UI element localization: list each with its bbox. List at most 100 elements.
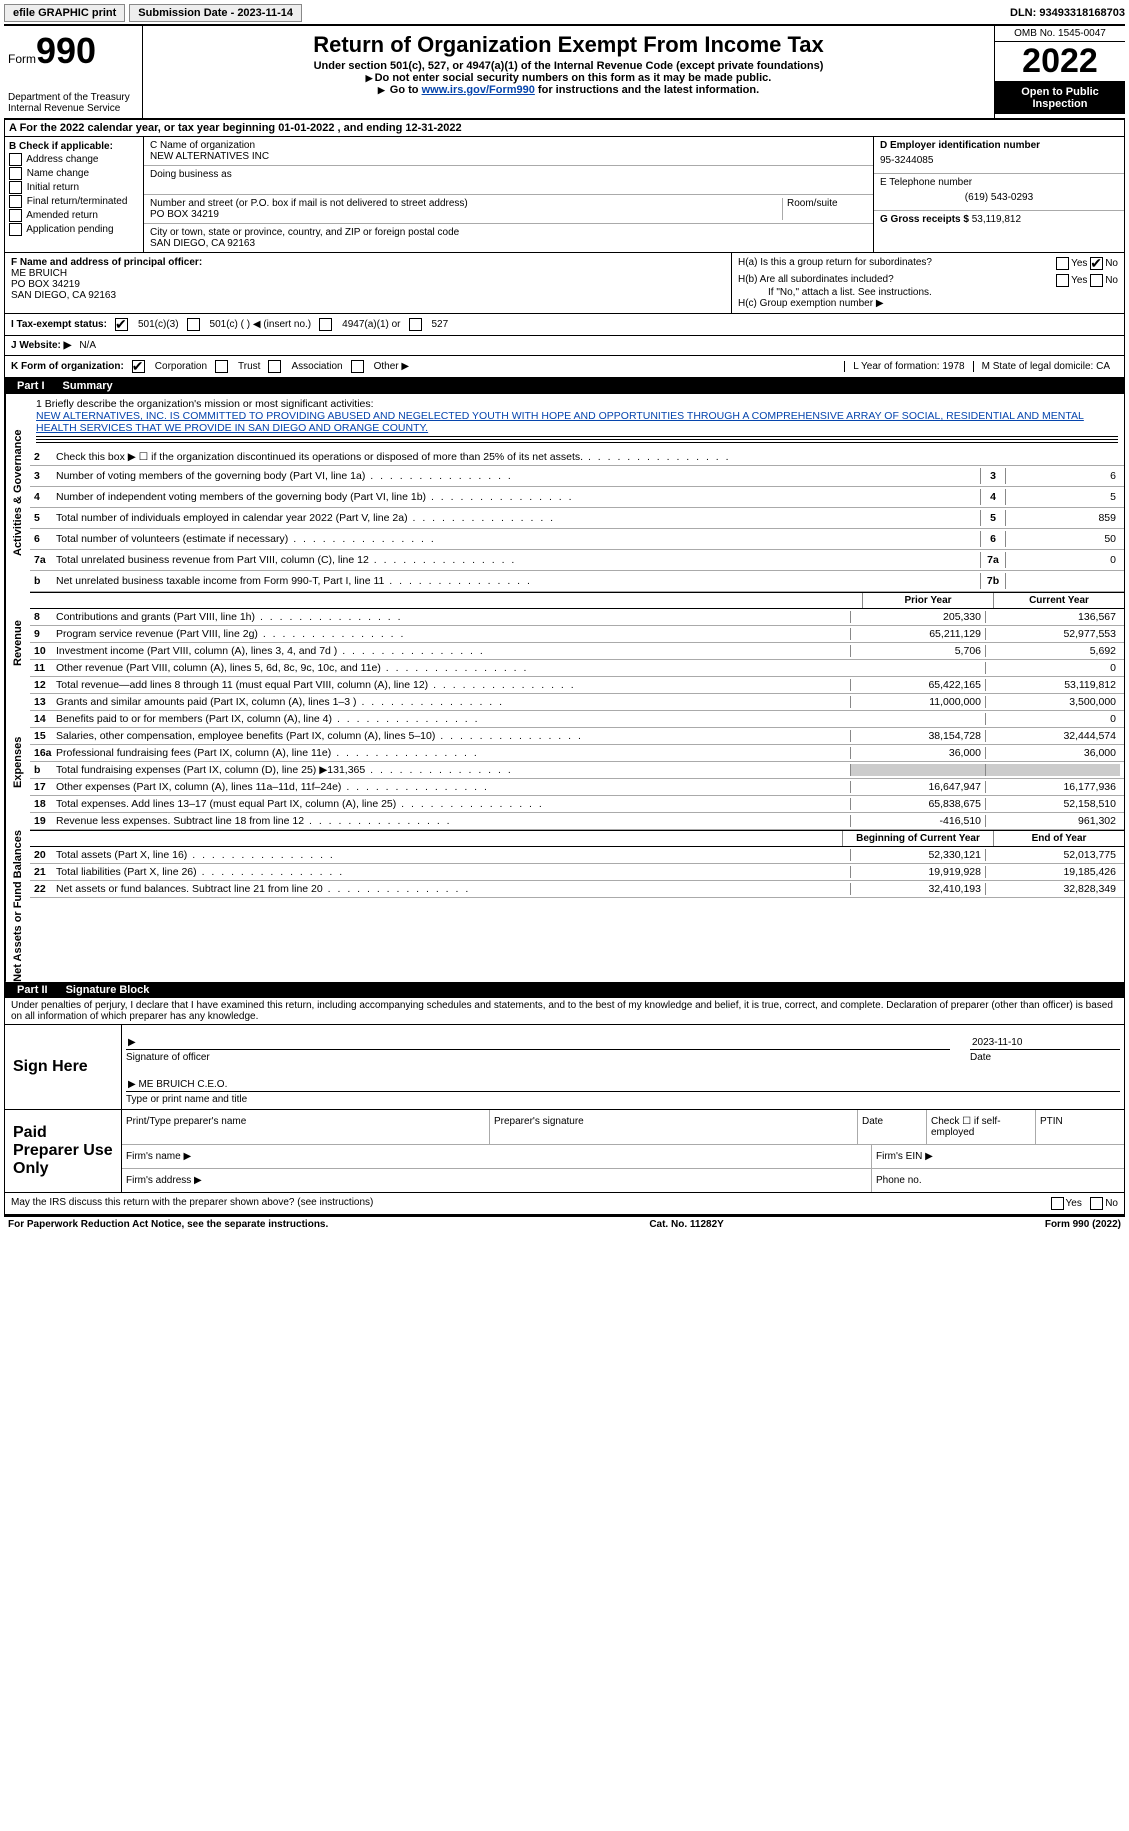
part2-num: Part II	[11, 984, 54, 996]
discuss-yes[interactable]	[1051, 1197, 1064, 1210]
form-body: A For the 2022 calendar year, or tax yea…	[4, 120, 1125, 1217]
data-line: 8Contributions and grants (Part VIII, li…	[30, 609, 1124, 626]
527-check[interactable]	[409, 318, 422, 331]
year-formation: L Year of formation: 1978	[844, 361, 972, 372]
ein-value: 95-3244085	[880, 151, 1118, 170]
gov-line: 3Number of voting members of the governi…	[30, 466, 1124, 487]
assoc-check[interactable]	[268, 360, 281, 373]
sig-date-label: Date	[970, 1052, 1120, 1063]
prep-name-h: Print/Type preparer's name	[122, 1110, 490, 1144]
org-name-label: C Name of organization	[150, 140, 867, 151]
501c-check[interactable]	[187, 318, 200, 331]
block-b-opt[interactable]: Name change	[9, 167, 139, 180]
officer-addr2: SAN DIEGO, CA 92163	[11, 290, 725, 301]
officer-name: ME BRUICH	[11, 268, 725, 279]
goto-pre: Go to	[390, 84, 422, 96]
sig-officer-label: Signature of officer	[126, 1052, 950, 1063]
prep-sig-h: Preparer's signature	[490, 1110, 858, 1144]
block-b-opt[interactable]: Initial return	[9, 181, 139, 194]
subtitle-2: Do not enter social security numbers on …	[151, 72, 986, 84]
row-k: K Form of organization: Corporation Trus…	[5, 356, 1124, 378]
firm-ein: Firm's EIN ▶	[872, 1145, 1124, 1168]
hb-label: H(b) Are all subordinates included?	[738, 274, 894, 287]
tax-status-label: I Tax-exempt status:	[11, 319, 107, 330]
sign-here-label: Sign Here	[5, 1025, 122, 1109]
mission-q: 1 Briefly describe the organization's mi…	[36, 398, 1118, 410]
data-line: 11Other revenue (Part VIII, column (A), …	[30, 660, 1124, 677]
end-year-col: End of Year	[993, 831, 1124, 846]
irs-discuss-row: May the IRS discuss this return with the…	[5, 1193, 1124, 1216]
year-header-rev: Prior Year Current Year	[30, 592, 1124, 609]
gov-line: bNet unrelated business taxable income f…	[30, 571, 1124, 592]
o-other: Other ▶	[374, 361, 409, 372]
data-line: 15Salaries, other compensation, employee…	[30, 728, 1124, 745]
submission-date-btn[interactable]: Submission Date - 2023-11-14	[129, 4, 302, 22]
year-header-net: Beginning of Current Year End of Year	[30, 830, 1124, 847]
page-footer: For Paperwork Reduction Act Notice, see …	[4, 1217, 1125, 1232]
omb-number: OMB No. 1545-0047	[995, 26, 1125, 42]
data-line: 14Benefits paid to or for members (Part …	[30, 711, 1124, 728]
city-value: SAN DIEGO, CA 92163	[150, 238, 867, 249]
prep-self-h: Check ☐ if self-employed	[927, 1110, 1036, 1144]
addr-value: PO BOX 34219	[150, 209, 782, 220]
form-title: Return of Organization Exempt From Incom…	[151, 32, 986, 58]
footer-left: For Paperwork Reduction Act Notice, see …	[8, 1219, 328, 1230]
irs-link[interactable]: www.irs.gov/Form990	[422, 84, 535, 96]
penalties-text: Under penalties of perjury, I declare th…	[5, 998, 1124, 1025]
firm-phone: Phone no.	[872, 1169, 1124, 1192]
hb-yes[interactable]	[1056, 274, 1069, 287]
efile-print-btn[interactable]: efile GRAPHIC print	[4, 4, 125, 22]
hb-note: If "No," attach a list. See instructions…	[768, 287, 1118, 298]
firm-name: Firm's name ▶	[122, 1145, 872, 1168]
preparer-label: Paid Preparer Use Only	[5, 1110, 122, 1192]
officer-addr1: PO BOX 34219	[11, 279, 725, 290]
sign-here-row: Sign Here ▶ Signature of officer 2023-11…	[5, 1025, 1124, 1110]
block-b-opt[interactable]: Application pending	[9, 223, 139, 236]
data-line: 9Program service revenue (Part VIII, lin…	[30, 626, 1124, 643]
phone-label: E Telephone number	[880, 177, 1118, 188]
501c3-check[interactable]	[115, 318, 128, 331]
discuss-no[interactable]	[1090, 1197, 1103, 1210]
tax-year: 2022	[995, 42, 1125, 82]
hb-no[interactable]	[1090, 274, 1103, 287]
block-b-opt[interactable]: Amended return	[9, 209, 139, 222]
form-number: 990	[36, 30, 96, 71]
ha-yes[interactable]	[1056, 257, 1069, 270]
data-line: 18Total expenses. Add lines 13–17 (must …	[30, 796, 1124, 813]
corp-check[interactable]	[132, 360, 145, 373]
data-line: 22Net assets or fund balances. Subtract …	[30, 881, 1124, 898]
form-header: Form990 Department of the Treasury Inter…	[4, 26, 1125, 120]
vtab-expenses: Expenses	[5, 694, 30, 830]
ha-no[interactable]	[1090, 257, 1103, 270]
sig-name: ME BRUICH C.E.O.	[138, 1079, 227, 1090]
gov-line: 6Total number of volunteers (estimate if…	[30, 529, 1124, 550]
block-f: F Name and address of principal officer:…	[5, 253, 732, 313]
dept-label: Department of the Treasury Internal Reve…	[8, 92, 138, 114]
form-label: Form	[8, 52, 36, 66]
block-h: H(a) Is this a group return for subordin…	[732, 253, 1124, 313]
vtab-governance: Activities & Governance	[5, 394, 30, 592]
o-trust: Trust	[238, 361, 260, 372]
part1-header: Part I Summary	[5, 378, 1124, 394]
subtitle-3: Go to www.irs.gov/Form990 for instructio…	[151, 84, 986, 96]
org-name: NEW ALTERNATIVES INC	[150, 151, 867, 162]
vtab-net: Net Assets or Fund Balances	[5, 830, 30, 982]
4947-check[interactable]	[319, 318, 332, 331]
o-4947: 4947(a)(1) or	[342, 319, 400, 330]
block-b-opt[interactable]: Final return/terminated	[9, 195, 139, 208]
room-label: Room/suite	[782, 198, 867, 220]
trust-check[interactable]	[215, 360, 228, 373]
block-b-opt[interactable]: Address change	[9, 153, 139, 166]
block-b-title: B Check if applicable:	[9, 141, 113, 152]
o-corp: Corporation	[155, 361, 207, 372]
row-a-calendar: A For the 2022 calendar year, or tax yea…	[5, 120, 1124, 137]
vtab-revenue: Revenue	[5, 592, 30, 694]
hc-label: H(c) Group exemption number ▶	[738, 298, 1118, 309]
website-value: N/A	[79, 340, 96, 351]
other-check[interactable]	[351, 360, 364, 373]
data-line: 19Revenue less expenses. Subtract line 1…	[30, 813, 1124, 830]
form-org-label: K Form of organization:	[11, 361, 124, 372]
data-line: 10Investment income (Part VIII, column (…	[30, 643, 1124, 660]
prep-ptin-h: PTIN	[1036, 1110, 1124, 1144]
sig-name-label: Type or print name and title	[126, 1094, 1120, 1105]
